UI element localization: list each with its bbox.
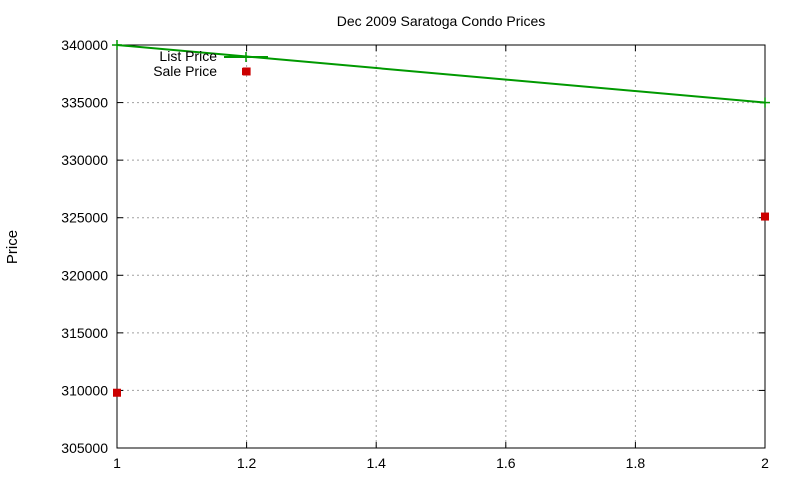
y-tick-label: 325000 (61, 210, 108, 226)
grid (117, 45, 765, 448)
legend-label-list-price: List Price (159, 48, 217, 64)
x-tick-label: 2 (761, 455, 769, 471)
legend-marker-list-price (241, 52, 251, 62)
x-tick-label: 1 (113, 455, 121, 471)
x-tick-label: 1.4 (366, 455, 386, 471)
data-point-list-price (112, 40, 122, 50)
data-point-sale-price (761, 212, 769, 221)
series-layer (112, 40, 770, 397)
plot-frame (116, 44, 766, 449)
y-tick-label: 305000 (61, 440, 108, 456)
y-tick-label: 335000 (61, 95, 108, 111)
y-tick-label: 330000 (61, 152, 108, 168)
legend-label-sale-price: Sale Price (153, 63, 217, 79)
series-line-list-price (116, 44, 766, 104)
y-tick-label: 320000 (61, 267, 108, 283)
axis-ticks: 1 1.2 1.4 1.6 1.8 2 305000 310000 315000 320000 32… (61, 37, 769, 471)
y-axis-label: Price (4, 230, 21, 264)
legend-plus-marker (241, 52, 251, 62)
y-tick-label: 310000 (61, 382, 108, 398)
y-tick-label: 315000 (61, 325, 108, 341)
y-tick-label: 340000 (61, 37, 108, 53)
x-tick-label: 1.2 (237, 455, 257, 471)
x-tick-label: 1.8 (626, 455, 646, 471)
chart-title: Dec 2009 Saratoga Condo Prices (337, 13, 546, 29)
data-point-list-price (760, 97, 770, 108)
x-tick-label: 1.6 (496, 455, 516, 471)
legend: List Price Sale Price (153, 48, 268, 79)
data-point-sale-price (113, 388, 121, 397)
legend-marker-sale-price (242, 68, 249, 75)
